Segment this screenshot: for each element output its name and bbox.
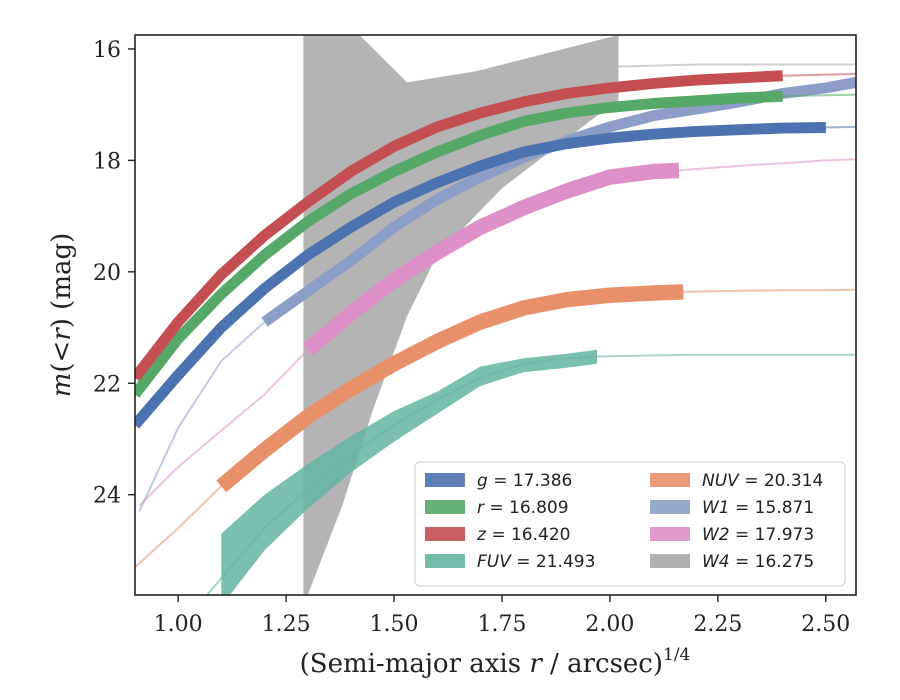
- legend-item-g: g = 17.386: [425, 471, 572, 491]
- series-w2: [138, 158, 856, 507]
- legend-swatch: [425, 473, 465, 487]
- series-z: [135, 70, 856, 382]
- series-fuv-model-line: [205, 353, 856, 595]
- legend-swatch: [650, 527, 690, 541]
- series-g-measured-line: [135, 122, 826, 429]
- series-g: [135, 122, 856, 429]
- plot-frame: [134, 34, 857, 596]
- x-axis-label: (Semi-major axis r / arcsec)1/4: [300, 645, 691, 679]
- legend-label: g = 17.386: [477, 471, 572, 491]
- series-w4-line: [302, 63, 856, 262]
- series-fuv: [205, 349, 856, 595]
- y-tick-label: 20: [93, 261, 121, 286]
- x-tick-label: 1.75: [477, 612, 526, 637]
- y-axis: 16 18 20 22 24: [93, 38, 135, 509]
- legend-swatch: [425, 527, 465, 541]
- series-nuv-measured-line: [216, 284, 684, 493]
- series-fuv-error-band: [221, 349, 597, 595]
- legend-swatch: [425, 500, 465, 514]
- series-z-measured-line: [135, 70, 783, 382]
- legend-swatch: [650, 500, 690, 514]
- x-tick-label: 2.50: [801, 612, 850, 637]
- legend-swatch: [650, 554, 690, 568]
- legend-label: r = 16.809: [477, 498, 569, 518]
- x-axis: 1.00 1.25 1.50 1.75 2.00 2.25 2.50: [154, 595, 850, 637]
- legend-item-nuv: NUV = 20.314: [650, 471, 823, 491]
- series-nuv: [135, 284, 856, 568]
- legend-item-w2: W2 = 17.973: [650, 525, 814, 545]
- legend-label: W2 = 17.973: [702, 525, 814, 545]
- legend-item-fuv: FUV = 21.493: [425, 552, 595, 572]
- legend-label: z = 16.420: [476, 525, 570, 545]
- legend-swatch: [425, 554, 465, 568]
- legend-label: W1 = 15.871: [702, 498, 814, 518]
- legend-item-z: z = 16.420: [425, 525, 570, 545]
- y-tick-label: 24: [93, 484, 121, 509]
- plot-content: [135, 35, 856, 595]
- legend: g = 17.386 r = 16.809 z = 16.420 FUV = 21.4…: [414, 461, 846, 587]
- y-tick-label: 16: [93, 38, 121, 63]
- y-tick-label: 22: [93, 372, 121, 397]
- legend-item-w4: W4 = 16.275: [650, 552, 814, 572]
- y-axis-label: m(<r) (mag): [47, 233, 77, 398]
- x-tick-label: 1.25: [262, 612, 311, 637]
- x-tick-label: 1.50: [370, 612, 419, 637]
- legend-swatch: [650, 473, 690, 487]
- series-w2-measured-line: [302, 162, 680, 356]
- legend-label: FUV = 21.493: [477, 552, 595, 572]
- x-tick-label: 2.00: [585, 612, 634, 637]
- legend-label: W4 = 16.275: [702, 552, 814, 572]
- legend-box: [414, 461, 846, 587]
- legend-item-w1: W1 = 15.871: [650, 498, 814, 518]
- series-r-measured-line: [135, 90, 783, 398]
- y-tick-label: 18: [93, 149, 121, 174]
- legend-item-r: r = 16.809: [425, 498, 569, 518]
- legend-label: NUV = 20.314: [702, 471, 823, 491]
- x-tick-label: 1.00: [154, 612, 203, 637]
- series-r: [135, 90, 856, 398]
- x-tick-label: 2.25: [693, 612, 742, 637]
